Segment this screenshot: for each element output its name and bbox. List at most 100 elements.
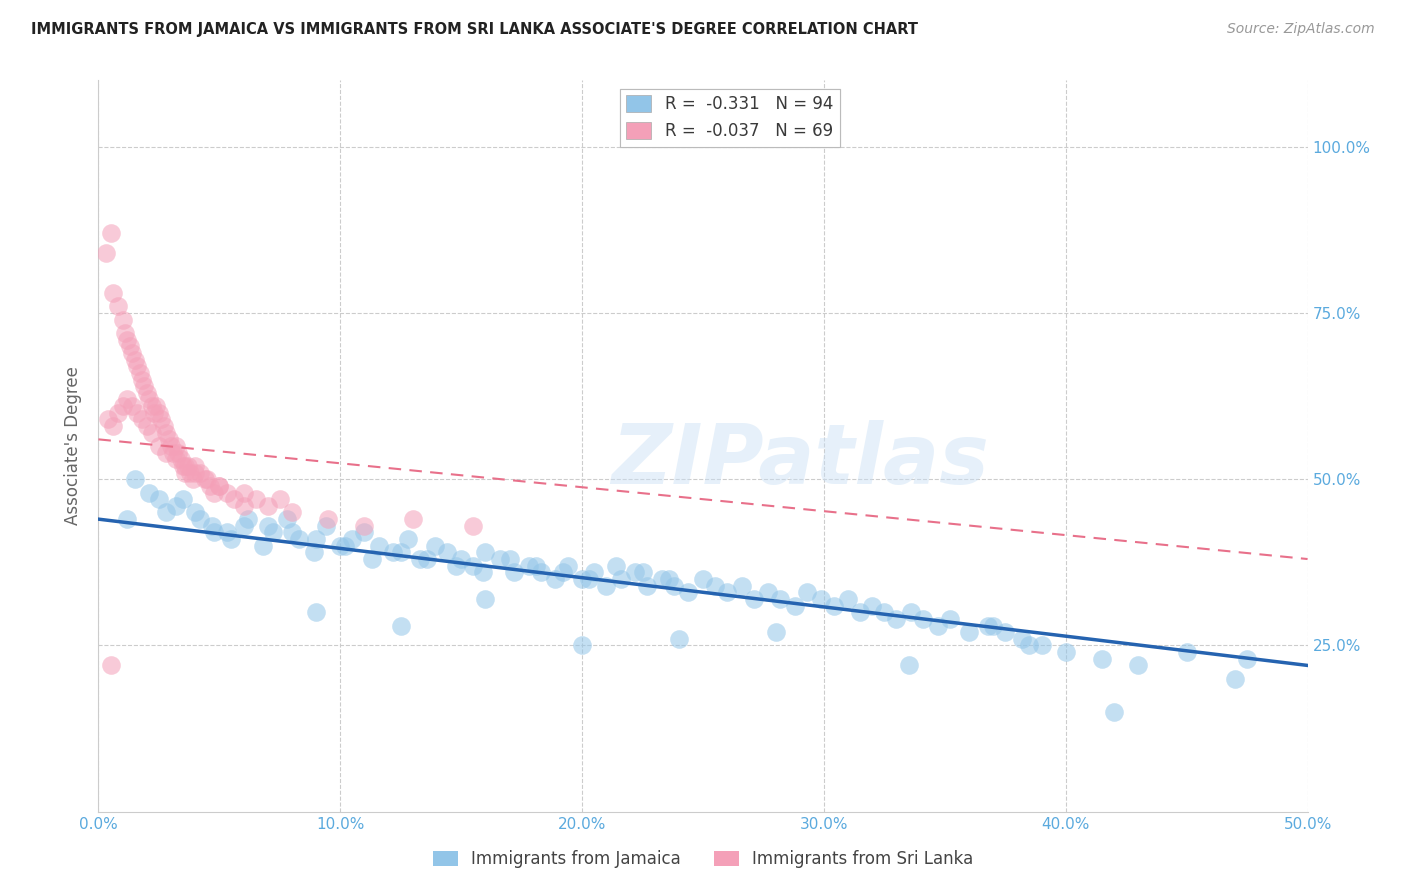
Point (117, 512, 139, 526)
Point (402, 512, 425, 526)
Point (174, 466, 197, 480)
Point (121, 346, 143, 360)
Point (957, 625, 980, 640)
Point (557, 558, 579, 573)
Point (208, 479, 231, 493)
Point (1031, 639, 1053, 653)
Point (329, 539, 352, 553)
Point (530, 566, 553, 580)
Point (128, 366, 150, 380)
Point (1223, 672, 1246, 686)
Point (783, 599, 806, 613)
Point (172, 458, 194, 473)
Point (897, 658, 920, 673)
Point (302, 545, 325, 559)
Point (232, 518, 254, 533)
Point (765, 625, 787, 640)
Point (474, 545, 496, 559)
Point (148, 492, 170, 507)
Point (994, 625, 1017, 640)
Point (100, 658, 122, 673)
Point (927, 618, 949, 632)
Point (204, 525, 226, 540)
Point (94, 246, 117, 260)
Point (141, 399, 163, 413)
Point (810, 591, 832, 606)
Point (900, 605, 922, 619)
Point (571, 572, 593, 586)
Point (114, 326, 136, 340)
Point (172, 492, 194, 507)
Point (1175, 645, 1198, 659)
Point (111, 312, 134, 326)
Point (141, 425, 163, 440)
Point (396, 532, 419, 546)
Point (333, 539, 356, 553)
Point (704, 579, 727, 593)
Point (131, 412, 153, 426)
Point (1091, 652, 1114, 666)
Point (148, 439, 170, 453)
Point (194, 472, 217, 486)
Text: ZIPatlas: ZIPatlas (610, 420, 988, 501)
Point (167, 445, 190, 459)
Point (409, 552, 432, 566)
Point (886, 612, 908, 626)
Point (208, 479, 231, 493)
Point (184, 506, 207, 520)
Point (101, 419, 124, 434)
Point (150, 412, 173, 426)
Point (131, 372, 153, 386)
Point (860, 599, 883, 613)
Point (269, 492, 291, 507)
Point (382, 545, 405, 559)
Point (316, 512, 339, 526)
Point (463, 518, 485, 533)
Point (155, 425, 177, 440)
Point (117, 392, 139, 407)
Point (165, 439, 187, 453)
Point (188, 512, 211, 526)
Point (288, 532, 311, 546)
Point (127, 359, 149, 374)
Point (148, 406, 170, 420)
Point (668, 632, 690, 646)
Point (474, 591, 496, 606)
Point (624, 566, 647, 580)
Point (174, 458, 197, 473)
Point (873, 605, 896, 619)
Point (238, 512, 260, 526)
Point (127, 406, 149, 420)
Point (849, 605, 872, 619)
Point (124, 472, 146, 486)
Point (678, 585, 700, 599)
Point (107, 299, 129, 313)
Point (578, 572, 600, 586)
Point (145, 399, 167, 413)
Point (353, 525, 375, 540)
Point (342, 532, 364, 546)
Point (165, 452, 187, 467)
Point (938, 612, 960, 626)
Point (544, 572, 567, 586)
Point (184, 466, 207, 480)
Point (252, 539, 274, 553)
Point (135, 385, 157, 400)
Point (232, 485, 254, 500)
Point (135, 419, 157, 434)
Point (651, 572, 673, 586)
Point (1011, 632, 1033, 646)
Point (198, 479, 221, 493)
Point (503, 566, 526, 580)
Point (605, 558, 627, 573)
Point (195, 472, 218, 486)
Point (305, 532, 328, 546)
Point (610, 572, 633, 586)
Point (118, 339, 141, 353)
Text: IMMIGRANTS FROM JAMAICA VS IMMIGRANTS FROM SRI LANKA ASSOCIATE'S DEGREE CORRELAT: IMMIGRANTS FROM JAMAICA VS IMMIGRANTS FR… (31, 22, 918, 37)
Point (1128, 658, 1150, 673)
Point (524, 558, 547, 573)
Point (184, 458, 207, 473)
Point (111, 399, 134, 413)
Point (416, 552, 439, 566)
